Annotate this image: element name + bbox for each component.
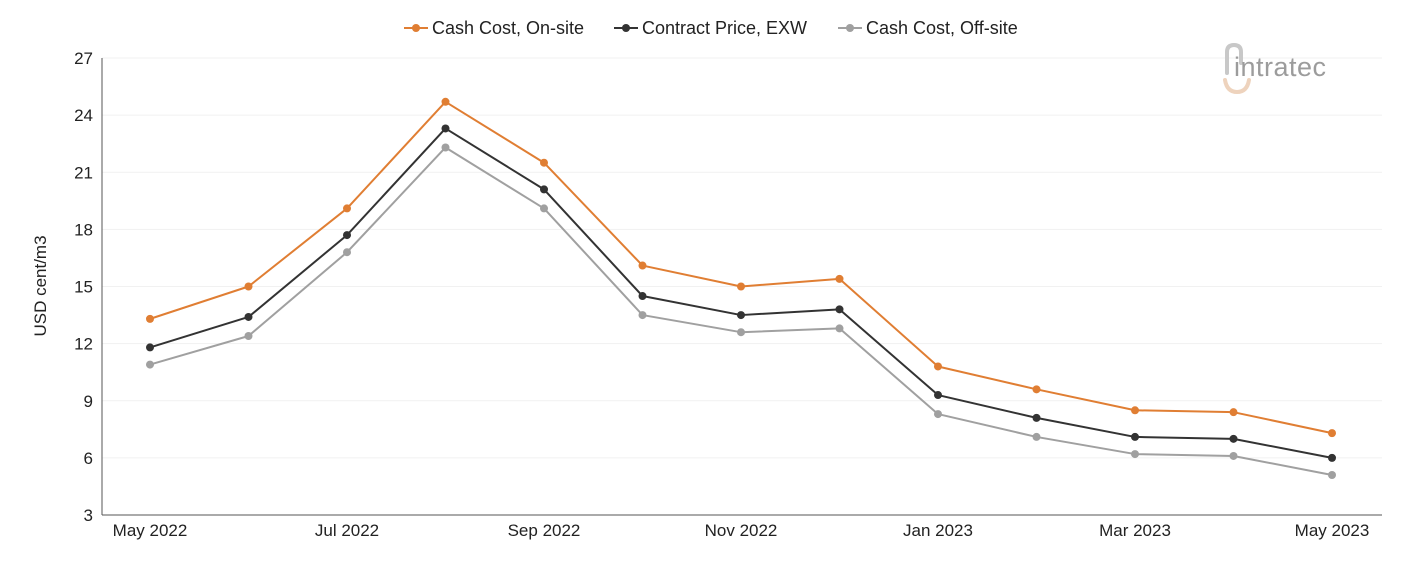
data-point [441, 124, 450, 133]
data-point [934, 391, 942, 400]
axes [101, 58, 1382, 516]
data-point [638, 292, 647, 301]
legend-item: Contract Price, EXW [614, 18, 807, 38]
intratec-logo: intratec [1223, 42, 1327, 95]
y-tick-label: 6 [84, 449, 93, 468]
y-tick-label: 9 [84, 392, 93, 411]
x-tick-label: Sep 2022 [508, 521, 581, 540]
data-point [934, 410, 942, 419]
y-tick-label: 27 [74, 49, 93, 68]
data-point [835, 274, 844, 283]
data-point [540, 204, 548, 213]
data-point [343, 248, 351, 257]
series-0 [146, 97, 1336, 438]
x-tick-label: May 2022 [113, 521, 188, 540]
legend-label: Contract Price, EXW [642, 18, 807, 38]
data-point [1229, 451, 1238, 460]
logo-mark-icon [1225, 42, 1243, 75]
x-tick-label: Nov 2022 [705, 521, 778, 540]
x-tick-label: Mar 2023 [1099, 521, 1171, 540]
x-tick-label: May 2023 [1295, 521, 1370, 540]
data-point [1131, 406, 1139, 415]
data-point [1328, 471, 1336, 480]
legend: Cash Cost, On-site Contract Price, EXW Cas… [404, 18, 1018, 38]
logo-swoosh-icon [1223, 78, 1251, 95]
data-point [737, 328, 745, 337]
logo-text: intratec [1234, 52, 1327, 82]
data-point [244, 332, 253, 341]
legend-item: Cash Cost, Off-site [838, 18, 1018, 38]
x-axis-ticks: May 2022 Jul 2022 Sep 2022 Nov 2022 Jan 2023… [113, 521, 1370, 540]
data-point [737, 282, 745, 291]
data-point [244, 282, 253, 291]
data-point [146, 343, 154, 352]
y-tick-label: 21 [74, 163, 93, 182]
data-point [1131, 450, 1139, 459]
data-point [1032, 385, 1041, 394]
y-tick-label: 18 [74, 220, 93, 239]
y-tick-label: 15 [74, 278, 93, 297]
data-point [1032, 413, 1041, 422]
data-point [638, 311, 647, 320]
series-line [149, 100, 1333, 435]
data-point [146, 360, 154, 369]
data-point [1229, 434, 1238, 443]
y-axis-label: USD cent/m3 [31, 235, 50, 336]
series-line [149, 127, 1333, 459]
y-tick-label: 24 [74, 106, 93, 125]
data-point [343, 231, 351, 240]
series-2 [146, 143, 1336, 480]
data-point [540, 158, 548, 167]
data-point [638, 261, 647, 270]
legend-swatch-marker [622, 24, 630, 32]
data-point [1328, 453, 1336, 462]
data-point [244, 312, 253, 321]
data-point [441, 97, 450, 106]
y-tick-label: 12 [74, 335, 93, 354]
data-point [934, 362, 942, 371]
legend-swatch-marker [846, 24, 854, 32]
data-point [1229, 408, 1238, 417]
data-point [835, 305, 844, 314]
data-point [1032, 432, 1041, 441]
y-axis-ticks: 3 6 9 12 15 18 21 24 27 [74, 49, 93, 525]
y-tick-label: 3 [84, 506, 93, 525]
series-layer [146, 97, 1336, 480]
legend-item: Cash Cost, On-site [404, 18, 584, 38]
data-point [737, 311, 745, 320]
data-point [1328, 429, 1336, 438]
data-point [146, 314, 154, 323]
series-1 [146, 124, 1336, 462]
legend-label: Cash Cost, Off-site [866, 18, 1018, 38]
legend-label: Cash Cost, On-site [432, 18, 584, 38]
gridlines [102, 57, 1382, 459]
data-point [343, 204, 351, 213]
data-point [835, 324, 844, 333]
x-tick-label: Jul 2022 [315, 521, 379, 540]
legend-swatch-marker [412, 24, 420, 32]
data-point [441, 143, 450, 152]
x-tick-label: Jan 2023 [903, 521, 973, 540]
data-point [540, 185, 548, 194]
data-point [1131, 432, 1139, 441]
